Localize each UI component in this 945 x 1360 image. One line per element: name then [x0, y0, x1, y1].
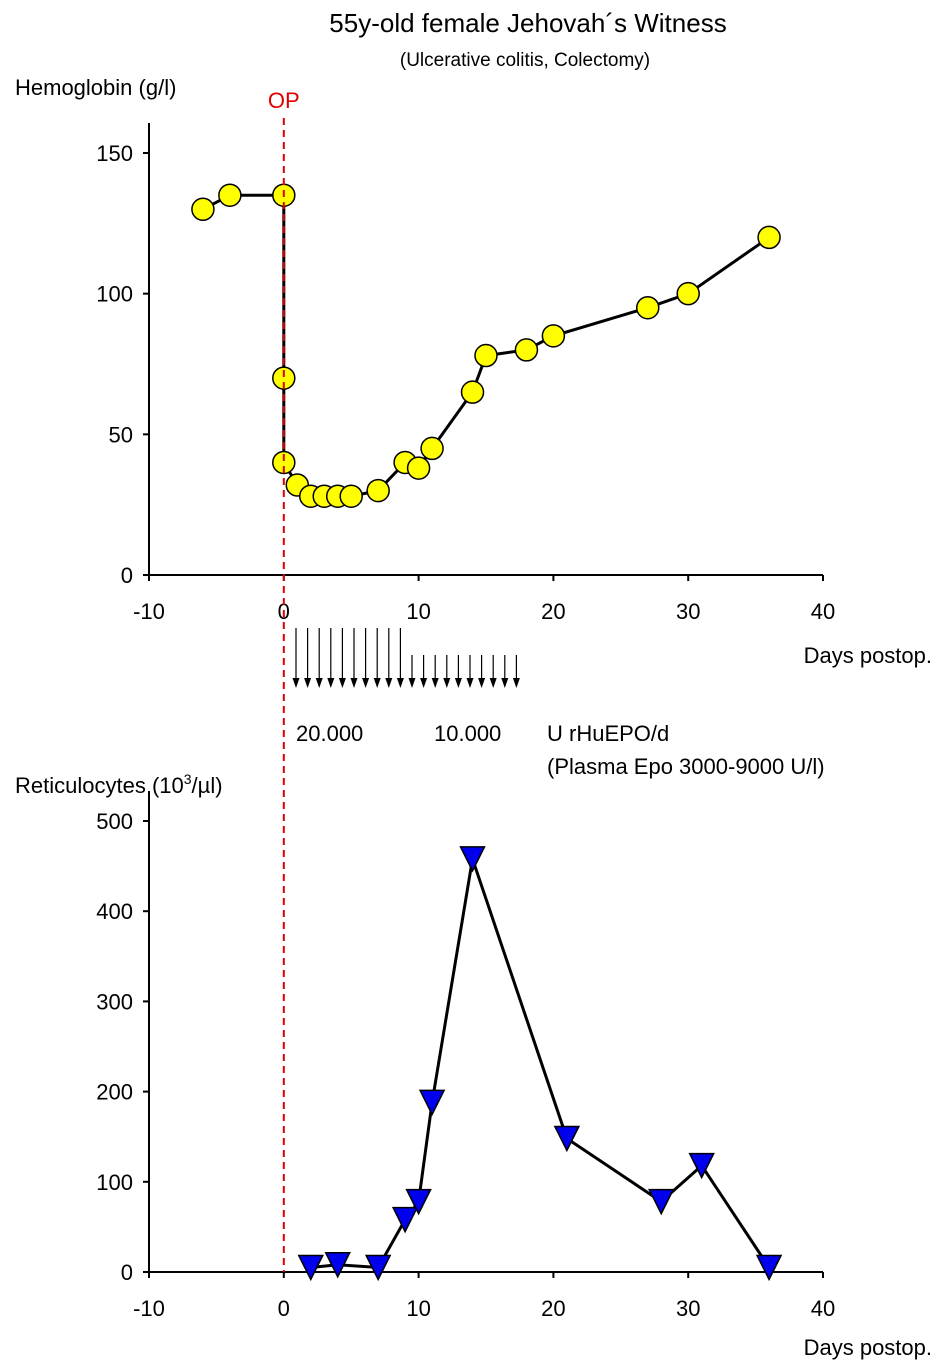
hb-x-axis-title: Days postop. [804, 643, 932, 668]
epo-dose-arrowhead [373, 678, 381, 688]
retic-y-tick-label: 400 [96, 899, 133, 924]
epo-dose-arrowhead [304, 678, 312, 688]
hb-data-point [339, 484, 363, 508]
hb-y-tick-label: 0 [121, 563, 133, 588]
figure-subtitle: (Ulcerative colitis, Colectomy) [400, 50, 650, 71]
epo-dose-arrowhead [396, 678, 404, 688]
retic-series-line [310, 858, 771, 1270]
hb-y-tick-label: 50 [109, 422, 133, 447]
retic-data-point [364, 1254, 392, 1282]
epo-dose-arrowhead [420, 678, 428, 688]
hb-data-point [191, 197, 215, 222]
hb-data-point [514, 338, 539, 362]
retic-y-axis-title: Reticulocytes (103/µl) [15, 771, 223, 798]
retic-y-tick-label: 100 [96, 1170, 133, 1195]
hb-y-tick-label: 150 [96, 141, 133, 166]
figure-title: 55y-old female Jehovah´s Witness [329, 8, 726, 38]
retic-x-tick-label: 40 [811, 1296, 835, 1321]
retic-x-tick-label: -10 [133, 1296, 165, 1321]
epo-dose-arrowhead [489, 678, 497, 688]
epo-low-dose-label: 10.000 [434, 721, 501, 746]
retic-data-point [297, 1254, 324, 1282]
retic-data-point [459, 846, 486, 873]
retic-data-point [418, 1089, 446, 1117]
epo-dose-arrowhead [292, 678, 300, 688]
retic-y-tick-label: 0 [121, 1260, 133, 1285]
epo-dosing-annotation: 20.000 10.000 U rHuEPO/d (Plasma Epo 3000-9… [292, 628, 825, 779]
retic-data-point [755, 1254, 783, 1282]
op-label: OP [268, 88, 300, 113]
hb-data-point [474, 343, 498, 368]
hb-data-point [420, 436, 444, 461]
hb-data-point [218, 183, 242, 207]
epo-dose-arrowhead [454, 678, 462, 688]
epo-dose-arrowhead [431, 678, 439, 688]
retic-data-point [688, 1152, 715, 1180]
hb-x-tick-label: 40 [811, 599, 835, 624]
retic-data-point [648, 1188, 675, 1216]
epo-high-dose-label: 20.000 [296, 721, 363, 746]
epo-dose-arrowhead [443, 678, 451, 688]
hb-data-point [541, 324, 566, 348]
retic-data-point [405, 1188, 432, 1216]
hb-data-point [676, 281, 700, 306]
hb-x-tick-label: 30 [676, 599, 700, 624]
hb-data-point [460, 380, 485, 404]
retic-x-tick-label: 20 [541, 1296, 565, 1321]
epo-unit-label: U rHuEPO/d [547, 721, 669, 746]
epo-dose-arrowhead [512, 678, 520, 688]
hb-x-tick-label: 10 [406, 599, 430, 624]
retic-y-tick-label: 500 [96, 809, 133, 834]
hb-y-axis-title: Hemoglobin (g/l) [15, 75, 176, 100]
epo-dose-arrowhead [501, 678, 509, 688]
epo-dose-arrowhead [350, 678, 358, 688]
epo-dose-arrowhead [327, 678, 335, 688]
hb-data-point [272, 450, 296, 475]
epo-dose-arrowhead [362, 678, 370, 688]
retic-data-point [553, 1125, 581, 1153]
retic-y-tick-label: 300 [96, 989, 133, 1014]
epo-dose-arrowhead [466, 678, 474, 688]
epo-dose-arrowhead [385, 678, 393, 688]
epo-dose-arrowhead [408, 678, 416, 688]
epo-dose-arrowhead [315, 678, 323, 688]
retic-x-axis-title: Days postop. [804, 1335, 932, 1360]
epo-plasma-label: (Plasma Epo 3000-9000 U/l) [547, 754, 825, 779]
hb-x-tick-label: -10 [133, 599, 165, 624]
epo-dose-arrowhead [478, 678, 486, 688]
hb-data-point [406, 456, 431, 480]
hb-data-point [366, 478, 390, 503]
retic-x-tick-label: 30 [676, 1296, 700, 1321]
retic-x-tick-label: 0 [278, 1296, 290, 1321]
hb-y-tick-label: 100 [96, 282, 133, 307]
retic-data-point [324, 1252, 351, 1279]
retic-y-tick-label: 200 [96, 1080, 133, 1105]
retic-data-point [391, 1206, 419, 1234]
hb-data-point [757, 225, 781, 250]
hb-data-point [272, 366, 296, 390]
epo-dose-arrowhead [338, 678, 346, 688]
retic-x-tick-label: 10 [406, 1296, 430, 1321]
hb-data-point [636, 295, 660, 320]
hb-x-tick-label: 20 [541, 599, 565, 624]
